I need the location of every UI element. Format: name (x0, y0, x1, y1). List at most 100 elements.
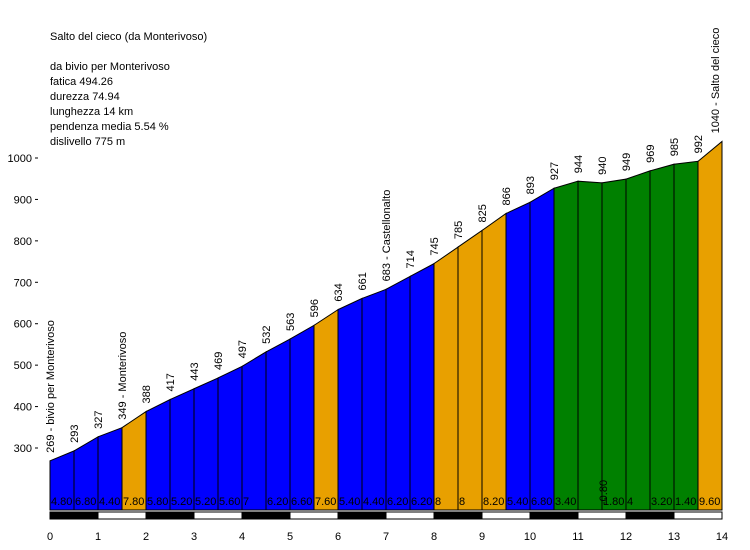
profile-segment (433, 246, 459, 511)
segment-gradient-label: 6.20 (387, 496, 408, 508)
segment-gradient-label: 5.20 (195, 496, 216, 508)
profile-segment (385, 275, 411, 511)
km-scale-block (337, 511, 387, 520)
profile-segment (697, 140, 723, 511)
profile-segment (577, 180, 603, 511)
segment-gradient-label: 4.80 (51, 496, 72, 508)
segment-gradient-label: 4 (627, 496, 633, 508)
profile-segment (193, 377, 219, 511)
segment-gradient-label: 1.40 (675, 496, 696, 508)
profile-segment (601, 178, 627, 511)
segment-gradient-label: 3.20 (651, 496, 672, 508)
segment-gradient-label: 8 (459, 496, 465, 508)
altitude-label: 1040 - Salto del cieco (710, 28, 722, 134)
profile-segment (625, 170, 651, 511)
km-scale-block (529, 511, 579, 520)
chart-title: Salto del cieco (da Monterivoso) (50, 31, 208, 43)
altitude-label: 532 (261, 326, 273, 344)
y-tick-label: 900 (14, 194, 32, 206)
km-scale-block (49, 511, 99, 520)
x-tick-label: 14 (716, 531, 728, 543)
profile-segment (361, 288, 387, 511)
altitude-label: 969 (645, 144, 657, 162)
segment-gradient-label: 8 (435, 496, 441, 508)
y-tick-label: 600 (14, 319, 32, 331)
km-scale-block (193, 511, 243, 520)
profile-segment (313, 308, 339, 511)
y-tick-label: 300 (14, 443, 32, 455)
km-scale-block (481, 511, 531, 520)
segment-gradient-label: 6.60 (291, 496, 312, 508)
x-tick-label: 5 (287, 531, 293, 543)
segment-gradient-label: 5.40 (339, 496, 360, 508)
x-tick-label: 8 (431, 531, 437, 543)
altitude-label: 497 (237, 340, 249, 358)
segment-gradient-label: 7.60 (315, 496, 336, 508)
segment-gradient-label: 1.80 (603, 496, 624, 508)
km-scale-block (289, 511, 339, 520)
segment-gradient-label: 4.40 (99, 496, 120, 508)
profile-segment (337, 297, 363, 511)
altitude-label: 596 (309, 299, 321, 317)
x-tick-label: 7 (383, 531, 389, 543)
stat-pendenza: pendenza media 5.54 % (50, 121, 169, 133)
y-tick-label: 500 (14, 360, 32, 372)
profile-segment (457, 229, 483, 511)
segment-gradient-label: 4.40 (363, 496, 384, 508)
segment-gradient-label: 7 (243, 496, 249, 508)
stat-fatica: fatica 494.26 (50, 76, 113, 88)
altitude-label: 944 (573, 155, 585, 173)
altitude-label: 269 - bivio per Monterivoso (45, 320, 57, 453)
y-tick-label: 700 (14, 277, 32, 289)
profile-segment (241, 350, 267, 511)
y-tick-label: 800 (14, 236, 32, 248)
x-tick-label: 12 (620, 531, 632, 543)
segment-gradient-label: 9.60 (699, 496, 720, 508)
altitude-label: 417 (165, 373, 177, 391)
stat-start: da bivio per Monterivoso (50, 61, 170, 73)
x-tick-label: 11 (572, 531, 583, 543)
segment-gradient-label: 7.80 (123, 496, 144, 508)
km-scale-block (577, 511, 627, 520)
km-scale-block (625, 511, 675, 520)
segment-gradient-label: 5.40 (507, 496, 528, 508)
profile-segment (481, 212, 507, 511)
x-tick-label: 9 (479, 531, 485, 543)
x-tick-label: 1 (95, 531, 101, 543)
altitude-label: 985 (669, 138, 681, 156)
altitude-label: 940 (597, 156, 609, 174)
x-tick-label: 4 (239, 531, 245, 543)
altitude-label: 927 (549, 162, 561, 180)
profile-segment (529, 187, 555, 511)
km-scale-block (433, 511, 483, 520)
altitude-label: 992 (693, 135, 705, 153)
altitude-label: 293 (69, 425, 81, 443)
altitude-label: 893 (525, 176, 537, 194)
segment-gradient-label: 6.80 (531, 496, 552, 508)
x-tick-label: 0 (47, 531, 53, 543)
altitude-label: 563 (285, 313, 297, 331)
profile-segment (145, 398, 171, 511)
altitude-label: 349 - Monterivoso (117, 332, 129, 420)
km-scale-block (97, 511, 147, 520)
altitude-label: 661 (357, 272, 369, 290)
altitude-label: 683 - Castellonalto (381, 190, 393, 282)
km-scale-block (241, 511, 291, 520)
segment-gradient-label: 3.40 (555, 496, 576, 508)
x-tick-label: 10 (524, 531, 536, 543)
altitude-label: 327 (93, 410, 105, 428)
segment-gradient-label: 6.80 (75, 496, 96, 508)
profile-segment (169, 387, 195, 511)
profile-segment (553, 180, 579, 511)
altitude-label: 825 (477, 204, 489, 222)
altitude-label: 388 (141, 385, 153, 403)
x-tick-label: 13 (668, 531, 680, 543)
altitude-label: 714 (405, 250, 417, 268)
stat-lunghezza: lunghezza 14 km (50, 106, 134, 118)
km-scale-block (385, 511, 435, 520)
x-tick-label: 6 (335, 531, 341, 543)
segment-gradient-label: 6.20 (411, 496, 432, 508)
altitude-label: 866 (501, 187, 513, 205)
segment-gradient-label: 8.20 (483, 496, 504, 508)
